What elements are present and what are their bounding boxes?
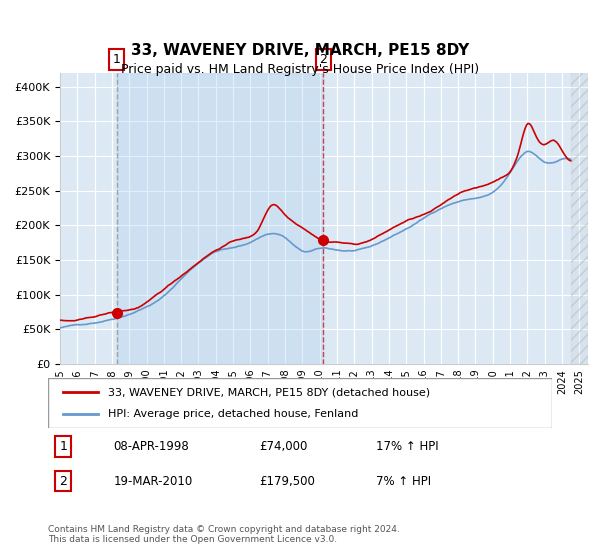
Text: 33, WAVENEY DRIVE, MARCH, PE15 8DY: 33, WAVENEY DRIVE, MARCH, PE15 8DY (131, 43, 469, 58)
Text: 2: 2 (320, 53, 328, 66)
Bar (571, 73, 588, 364)
Text: £74,000: £74,000 (260, 440, 308, 453)
Text: 33, WAVENEY DRIVE, MARCH, PE15 8DY (detached house): 33, WAVENEY DRIVE, MARCH, PE15 8DY (deta… (109, 387, 431, 397)
Text: 1: 1 (59, 440, 67, 453)
Text: Price paid vs. HM Land Registry's House Price Index (HPI): Price paid vs. HM Land Registry's House … (121, 63, 479, 77)
Text: 1: 1 (113, 53, 121, 66)
Text: Contains HM Land Registry data © Crown copyright and database right 2024.
This d: Contains HM Land Registry data © Crown c… (48, 525, 400, 544)
Text: HPI: Average price, detached house, Fenland: HPI: Average price, detached house, Fenl… (109, 409, 359, 419)
Text: 7% ↑ HPI: 7% ↑ HPI (376, 475, 431, 488)
Text: 08-APR-1998: 08-APR-1998 (113, 440, 189, 453)
Text: £179,500: £179,500 (260, 475, 316, 488)
Bar (571, 73, 588, 364)
FancyBboxPatch shape (48, 378, 552, 428)
Bar (116, 73, 323, 364)
Text: 2: 2 (59, 475, 67, 488)
Text: 19-MAR-2010: 19-MAR-2010 (113, 475, 193, 488)
Text: 17% ↑ HPI: 17% ↑ HPI (376, 440, 438, 453)
